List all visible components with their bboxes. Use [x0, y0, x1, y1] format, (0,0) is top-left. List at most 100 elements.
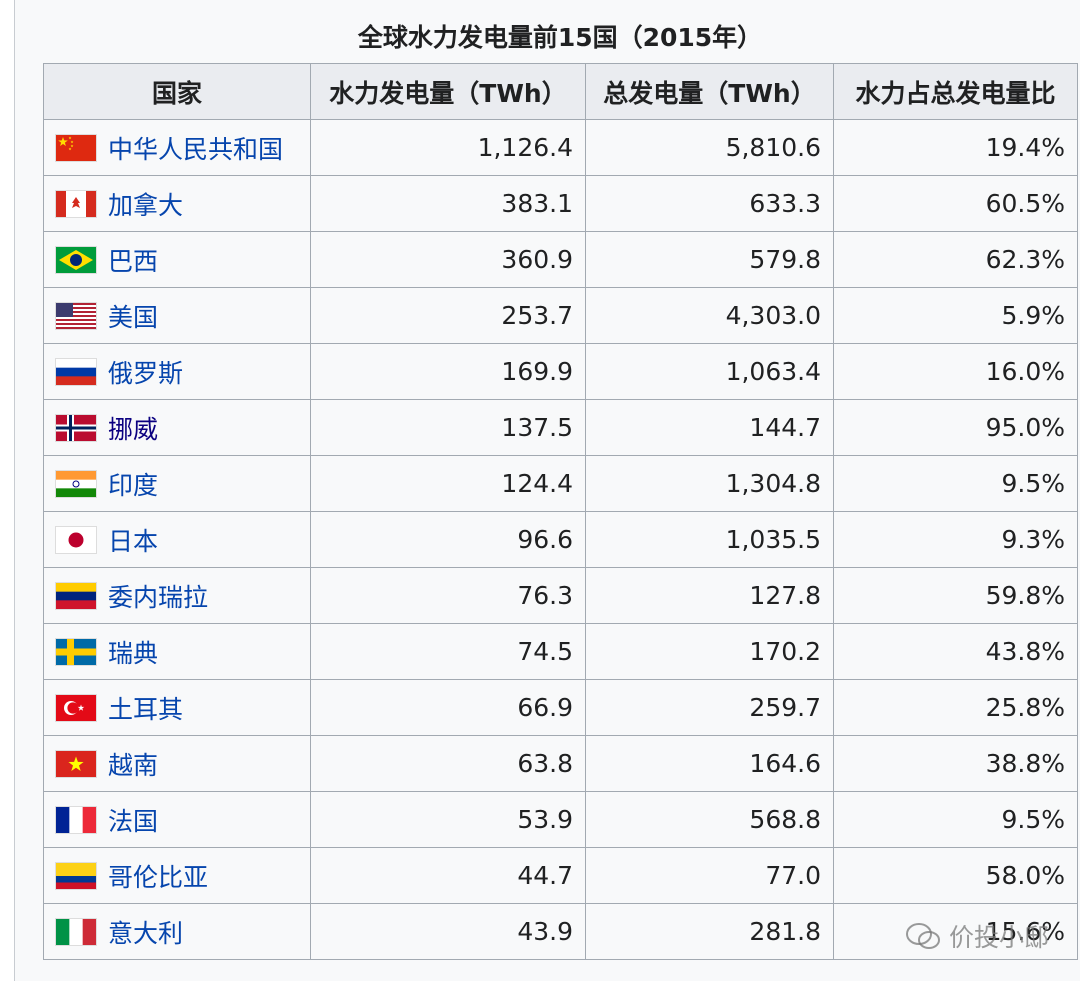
table-row: 加拿大 383.1 633.3 60.5% [43, 175, 1078, 232]
number-cell: 124.4 [310, 455, 586, 512]
column-header: 国家 [43, 63, 311, 120]
number-cell: 633.3 [585, 175, 834, 232]
number-cell: 38.8% [833, 735, 1078, 792]
number-cell: 568.8 [585, 791, 834, 848]
country-cell: 哥伦比亚 [43, 847, 311, 904]
country-link[interactable]: 美国 [108, 302, 159, 332]
number-cell: 137.5 [310, 399, 586, 456]
country-link[interactable]: 土耳其 [108, 694, 184, 724]
table-row: 印度 124.4 1,304.8 9.5% [43, 455, 1078, 512]
flag-icon [56, 582, 96, 609]
number-cell: 95.0% [833, 399, 1078, 456]
table-row: 越南 63.8 164.6 38.8% [43, 735, 1078, 792]
flag-icon [56, 862, 96, 889]
table-row: 委内瑞拉 76.3 127.8 59.8% [43, 567, 1078, 624]
table-row: 瑞典 74.5 170.2 43.8% [43, 623, 1078, 680]
number-cell: 4,303.0 [585, 287, 834, 344]
number-cell: 170.2 [585, 623, 834, 680]
number-cell: 15.6% [833, 903, 1078, 960]
number-cell: 5,810.6 [585, 119, 834, 176]
country-link[interactable]: 印度 [108, 470, 159, 500]
country-link[interactable]: 法国 [108, 806, 159, 836]
number-cell: 9.3% [833, 511, 1078, 568]
table-body: 中华人民共和国 1,126.4 5,810.6 19.4% 加拿大 383.1 633.3 6… [43, 119, 1078, 960]
number-cell: 66.9 [310, 679, 586, 736]
country-link[interactable]: 意大利 [108, 918, 184, 948]
number-cell: 259.7 [585, 679, 834, 736]
number-cell: 43.9 [310, 903, 586, 960]
country-link[interactable]: 中华人民共和国 [108, 134, 284, 164]
country-cell: 委内瑞拉 [43, 567, 311, 624]
number-cell: 44.7 [310, 847, 586, 904]
number-cell: 43.8% [833, 623, 1078, 680]
number-cell: 76.3 [310, 567, 586, 624]
watermark-icon [906, 923, 940, 949]
watermark: 价投小邸 [905, 918, 1049, 954]
country-cell: 瑞典 [43, 623, 311, 680]
number-cell: 63.8 [310, 735, 586, 792]
country-link[interactable]: 挪威 [108, 414, 159, 444]
country-cell: 中华人民共和国 [43, 119, 311, 176]
table-row: 法国 53.9 568.8 9.5% [43, 791, 1078, 848]
number-cell: 60.5% [833, 175, 1078, 232]
number-cell: 169.9 [310, 343, 586, 400]
country-link[interactable]: 哥伦比亚 [108, 862, 209, 892]
flag-icon [56, 470, 96, 497]
country-cell: 巴西 [43, 231, 311, 288]
number-cell: 144.7 [585, 399, 834, 456]
country-link[interactable]: 俄罗斯 [108, 358, 184, 388]
flag-icon [56, 414, 96, 441]
flag-icon [56, 638, 96, 665]
country-link[interactable]: 瑞典 [108, 638, 159, 668]
country-cell: 加拿大 [43, 175, 311, 232]
number-cell: 579.8 [585, 231, 834, 288]
number-cell: 383.1 [310, 175, 586, 232]
flag-icon [56, 358, 96, 385]
watermark-text: 价投小邸 [949, 923, 1050, 952]
number-cell: 1,304.8 [585, 455, 834, 512]
table-row: 意大利 43.9 281.8 15.6% [43, 903, 1078, 960]
number-cell: 360.9 [310, 231, 586, 288]
column-header: 水力占总发电量比 [833, 63, 1078, 120]
number-cell: 164.6 [585, 735, 834, 792]
number-cell: 25.8% [833, 679, 1078, 736]
flag-icon [56, 806, 97, 833]
flag-icon [56, 918, 97, 945]
country-link[interactable]: 委内瑞拉 [108, 582, 209, 612]
flag-icon [56, 190, 97, 217]
number-cell: 253.7 [310, 287, 586, 344]
number-cell: 96.6 [310, 511, 586, 568]
flag-icon [56, 526, 96, 553]
country-link[interactable]: 日本 [108, 526, 159, 556]
number-cell: 1,126.4 [310, 119, 586, 176]
country-cell: 土耳其 [43, 679, 311, 736]
number-cell: 19.4% [833, 119, 1078, 176]
country-link[interactable]: 巴西 [108, 246, 159, 276]
country-cell: 越南 [43, 735, 311, 792]
number-cell: 58.0% [833, 847, 1078, 904]
country-link[interactable]: 越南 [108, 750, 159, 780]
table-caption: 全球水力发电量前15国（2015年） [357, 23, 763, 52]
country-link[interactable]: 加拿大 [108, 190, 184, 220]
flag-icon [56, 750, 96, 777]
number-cell: 74.5 [310, 623, 586, 680]
country-cell: 法国 [43, 791, 311, 848]
page: 全球水力发电量前15国（2015年） 国家 水力发电量（TWh） 总发电量（TWh）… [14, 0, 1080, 981]
data-table: 国家 水力发电量（TWh） 总发电量（TWh） 水力占总发电量比 中华人民共和国 1,1… [43, 63, 1078, 960]
number-cell: 281.8 [585, 903, 834, 960]
flag-icon [56, 134, 96, 161]
flag-icon [56, 302, 96, 329]
number-cell: 9.5% [833, 791, 1078, 848]
country-cell: 日本 [43, 511, 311, 568]
table-row: 挪威 137.5 144.7 95.0% [43, 399, 1078, 456]
number-cell: 59.8% [833, 567, 1078, 624]
country-cell: 美国 [43, 287, 311, 344]
table-row: 日本 96.6 1,035.5 9.3% [43, 511, 1078, 568]
number-cell: 5.9% [833, 287, 1078, 344]
number-cell: 53.9 [310, 791, 586, 848]
column-header: 总发电量（TWh） [585, 63, 834, 120]
number-cell: 9.5% [833, 455, 1078, 512]
number-cell: 77.0 [585, 847, 834, 904]
number-cell: 1,035.5 [585, 511, 834, 568]
flag-icon [56, 694, 96, 721]
